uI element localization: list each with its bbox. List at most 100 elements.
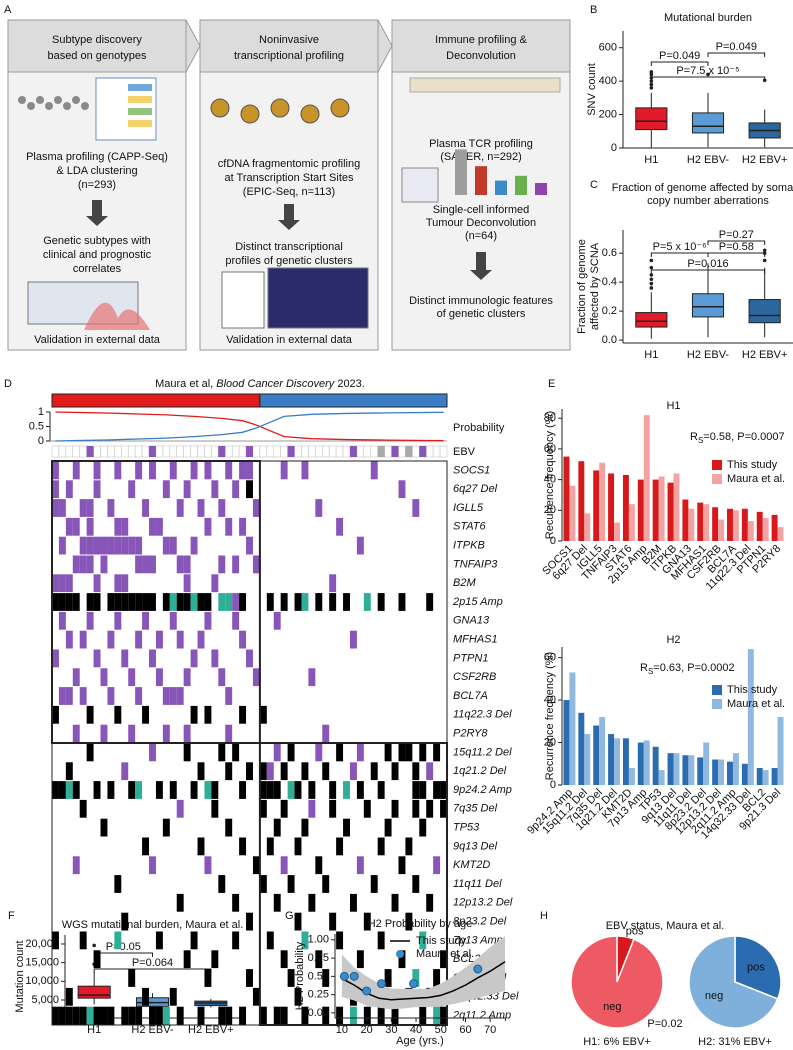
icon-bar xyxy=(455,149,467,195)
mutation-cell xyxy=(377,1006,385,1025)
mutation-cell xyxy=(239,1006,247,1025)
mutation-cell xyxy=(343,818,350,837)
step-text: Genetic subtypes with xyxy=(43,235,151,247)
mutation-cell xyxy=(93,593,101,611)
mutation-cell xyxy=(218,499,226,517)
cluster-bar xyxy=(259,393,448,408)
panel-label: G xyxy=(285,910,294,922)
mutation-cell xyxy=(52,480,59,499)
mutation-cell xyxy=(155,781,163,799)
mutation-cell xyxy=(176,555,184,574)
outlier xyxy=(649,265,654,270)
mutation-cell xyxy=(294,781,302,799)
y-tick-label: 40 xyxy=(544,474,556,486)
bar xyxy=(599,717,606,785)
ebv-cell-frame xyxy=(114,445,122,458)
bracket xyxy=(650,269,766,274)
mutation-cell xyxy=(266,593,274,611)
mutation-cell xyxy=(232,611,240,630)
mutation-cell xyxy=(149,593,156,611)
y-tick-label: 1 xyxy=(38,406,44,418)
mutation-cell xyxy=(107,536,115,555)
outlier xyxy=(649,70,654,74)
outlier xyxy=(706,72,710,77)
step-header xyxy=(391,19,571,73)
mutation-cell xyxy=(246,969,253,987)
mutation-cell xyxy=(128,724,136,743)
mutation-cell xyxy=(370,875,378,893)
mutation-cell xyxy=(149,743,156,762)
panel-label: H xyxy=(540,910,548,922)
mutation-cell xyxy=(308,893,316,912)
mutation-cell xyxy=(65,630,73,649)
icon-tcr xyxy=(409,77,561,93)
mutation-cell xyxy=(398,743,406,762)
mutation-cell xyxy=(391,893,399,912)
p-value: P=0.049 xyxy=(659,50,700,62)
mutation-cell xyxy=(211,480,219,499)
mutation-cell xyxy=(79,630,87,649)
mutation-cell xyxy=(356,781,364,799)
mutation-cell xyxy=(308,799,316,818)
mutation-cell xyxy=(218,1006,226,1025)
mutation-cell xyxy=(370,461,378,480)
p-value: P=0.049 xyxy=(716,41,757,53)
ebv-cell-frame xyxy=(308,445,316,458)
cluster-bar xyxy=(51,393,261,408)
y-tick-label: 5,000 xyxy=(31,994,59,1006)
ebv-cell xyxy=(218,446,226,457)
mutation-cell xyxy=(412,762,420,781)
mutation-cell xyxy=(107,687,115,705)
mutation-cell xyxy=(169,987,177,1006)
row-label: TNFAIP3 xyxy=(453,558,498,570)
mutation-cell xyxy=(169,781,177,799)
box xyxy=(635,312,668,328)
mutation-cell xyxy=(287,781,295,799)
mutation-cell xyxy=(183,574,191,593)
row-label: 6q27 Del xyxy=(453,483,498,495)
y-tick-label: 0.2 xyxy=(602,305,617,317)
step-text: (n=64) xyxy=(465,230,497,242)
mutation-cell xyxy=(225,687,233,705)
chart-title: Mutational burden xyxy=(664,12,752,24)
mutation-cell xyxy=(419,781,427,799)
mutation-cell xyxy=(52,461,59,480)
row-label: 9q13 Del xyxy=(453,840,498,852)
mutation-cell xyxy=(405,837,413,856)
step-text: & LDA clustering xyxy=(56,165,137,177)
mutation-cell xyxy=(211,799,219,818)
mutation-cell xyxy=(65,593,73,611)
mutation-cell xyxy=(142,593,150,611)
bar xyxy=(777,527,784,541)
mutation-cell xyxy=(426,799,434,818)
mutation-cell xyxy=(280,799,288,818)
box xyxy=(748,299,781,324)
chart-title: WGS mutational burden, Maura et al. xyxy=(62,919,244,931)
ebv-cell-frame xyxy=(370,445,378,458)
mutation-cell xyxy=(107,499,115,517)
mutation-cell xyxy=(433,1006,441,1025)
mutation-cell xyxy=(72,724,80,743)
row-label: 11q11 Del xyxy=(453,878,502,890)
mutation-cell xyxy=(322,969,330,987)
step-text: Distinct transcriptional xyxy=(235,241,343,253)
probability-line xyxy=(55,411,444,442)
legend-label: Maura et al. xyxy=(416,948,474,960)
mutation-cell xyxy=(273,781,281,799)
mutation-cell xyxy=(162,724,170,743)
mutation-cell xyxy=(343,781,350,799)
mutation-cell xyxy=(433,743,441,762)
step-text: Plasma profiling (CAPP-Seq) xyxy=(26,151,168,163)
mutation-cell xyxy=(183,555,191,574)
mutation-cell xyxy=(65,987,73,1006)
ebv-cell-frame xyxy=(72,445,80,458)
mutation-cell xyxy=(232,893,240,912)
mutation-cell xyxy=(114,593,122,611)
mutation-cell xyxy=(135,593,143,611)
row-label: EBV xyxy=(453,446,476,458)
row-label: 1q21.2 Del xyxy=(453,765,507,777)
mutation-cell xyxy=(176,593,184,611)
mutation-cell xyxy=(301,461,309,480)
bar xyxy=(569,672,576,785)
